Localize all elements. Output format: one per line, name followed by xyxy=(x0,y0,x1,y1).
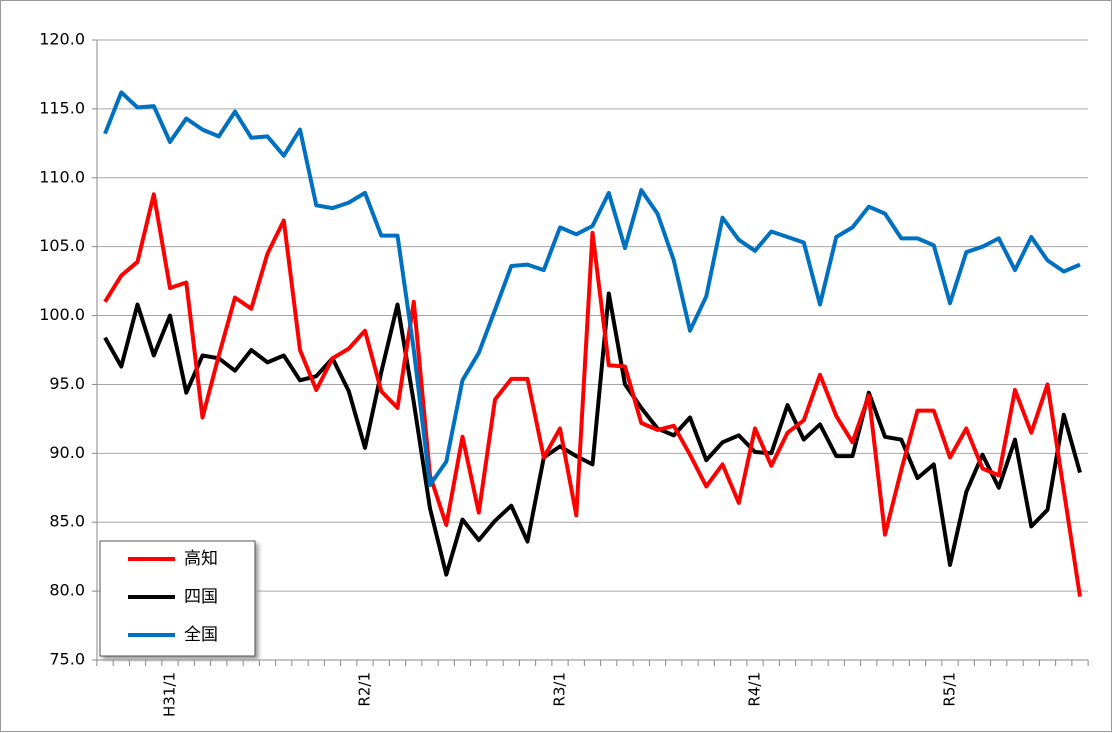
y-tick-label: 95.0 xyxy=(49,374,85,393)
y-tick-label: 105.0 xyxy=(39,236,85,255)
series-line xyxy=(103,192,1082,597)
legend-label: 高知 xyxy=(184,549,218,569)
series-line xyxy=(103,90,1081,487)
legend-label: 四国 xyxy=(184,587,218,607)
x-tick-label: R4/1 xyxy=(746,672,764,707)
y-tick-label: 100.0 xyxy=(39,305,85,324)
series-line xyxy=(103,291,1082,577)
y-tick-label: 90.0 xyxy=(49,443,85,462)
x-tick-label: H31/1 xyxy=(161,672,179,717)
legend-label: 全国 xyxy=(184,625,218,645)
y-tick-label: 110.0 xyxy=(39,167,85,186)
x-tick-label: R3/1 xyxy=(551,672,569,707)
y-tick-label: 80.0 xyxy=(49,581,85,600)
y-tick-label: 115.0 xyxy=(39,98,85,117)
y-tick-label: 120.0 xyxy=(39,30,85,49)
x-tick-label: R5/1 xyxy=(941,672,959,707)
x-tick-label: R2/1 xyxy=(356,672,374,707)
legend-box xyxy=(99,540,256,657)
y-tick-label: 75.0 xyxy=(49,650,85,669)
y-tick-label: 85.0 xyxy=(49,512,85,531)
